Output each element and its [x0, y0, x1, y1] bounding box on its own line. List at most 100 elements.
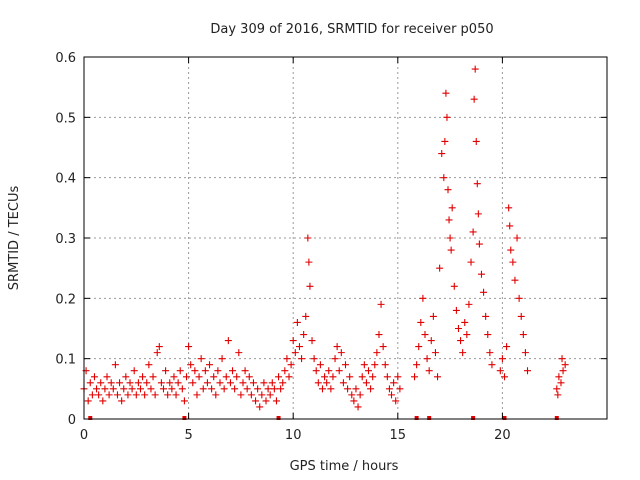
- baseline-marker: [88, 416, 93, 420]
- data-point: [561, 361, 569, 369]
- data-point: [385, 385, 393, 393]
- data-point: [266, 391, 274, 399]
- data-point: [187, 361, 195, 369]
- data-point: [473, 180, 481, 188]
- data-point: [218, 355, 226, 363]
- data-point: [107, 379, 115, 387]
- data-point: [517, 312, 525, 320]
- data-point: [226, 379, 234, 387]
- data-point: [93, 385, 101, 393]
- data-point: [300, 331, 308, 339]
- data-point: [484, 331, 492, 339]
- data-point: [554, 391, 562, 399]
- data-point: [310, 355, 318, 363]
- data-point: [356, 391, 364, 399]
- data-point: [272, 397, 280, 405]
- data-point: [421, 331, 429, 339]
- data-point: [95, 391, 103, 399]
- data-point: [423, 355, 431, 363]
- y-tick-label: 0.1: [55, 353, 76, 368]
- data-point: [438, 150, 446, 158]
- data-point: [443, 113, 451, 121]
- chart-title: Day 309 of 2016, SRMTID for receiver p05…: [210, 22, 493, 37]
- x-tick-label: 10: [285, 428, 302, 443]
- data-point: [318, 385, 326, 393]
- data-point: [445, 216, 453, 224]
- data-points: [80, 65, 569, 411]
- data-point: [444, 186, 452, 194]
- data-point: [298, 355, 306, 363]
- data-point: [441, 137, 449, 145]
- data-point: [348, 391, 356, 399]
- data-point: [365, 367, 373, 375]
- data-point: [130, 367, 138, 375]
- data-point: [289, 337, 297, 345]
- data-point: [465, 300, 473, 308]
- data-point: [231, 385, 239, 393]
- data-point: [166, 379, 174, 387]
- y-tick-label: 0: [68, 413, 76, 428]
- data-point: [153, 349, 161, 357]
- data-point: [314, 379, 322, 387]
- data-point: [279, 379, 287, 387]
- data-point: [321, 373, 329, 381]
- data-point: [339, 379, 347, 387]
- data-point: [189, 379, 197, 387]
- data-point: [132, 391, 140, 399]
- data-point: [90, 373, 98, 381]
- data-point: [454, 325, 462, 332]
- data-point: [97, 379, 105, 387]
- data-point: [392, 397, 400, 405]
- data-point: [498, 355, 506, 363]
- data-point: [509, 258, 517, 266]
- data-point: [256, 403, 264, 411]
- data-point: [375, 331, 383, 339]
- data-point: [264, 385, 272, 393]
- data-point: [524, 367, 532, 375]
- data-point: [210, 373, 218, 381]
- data-point: [329, 373, 337, 381]
- data-point: [268, 379, 276, 387]
- data-point: [327, 385, 335, 393]
- data-point: [237, 391, 245, 399]
- data-point: [557, 379, 565, 387]
- data-point: [185, 343, 193, 351]
- data-point: [157, 379, 165, 387]
- axis-ticks: 0 0.1 0.2 0.3 0.4 0.5 0.6 0 5 10 15 20: [55, 51, 607, 443]
- baseline-marker: [414, 416, 419, 420]
- data-point: [197, 355, 205, 363]
- data-point: [360, 361, 368, 369]
- data-point: [275, 373, 283, 381]
- data-point: [199, 385, 207, 393]
- data-point: [358, 373, 366, 381]
- data-point: [101, 385, 109, 393]
- data-point: [206, 361, 214, 369]
- data-point: [472, 137, 480, 145]
- data-point: [506, 222, 514, 230]
- data-point: [390, 379, 398, 387]
- data-point: [103, 373, 111, 381]
- baseline-marker: [554, 416, 559, 420]
- data-point: [346, 373, 354, 381]
- data-point: [434, 373, 442, 381]
- data-point: [235, 349, 243, 357]
- y-tick-label: 0.5: [55, 111, 76, 126]
- data-point: [229, 367, 237, 375]
- data-point: [164, 391, 172, 399]
- data-point: [379, 343, 387, 351]
- data-point: [515, 294, 523, 302]
- data-point: [281, 367, 289, 375]
- data-point: [262, 397, 270, 405]
- data-point: [191, 367, 199, 375]
- data-point: [136, 385, 144, 393]
- data-point: [344, 385, 352, 393]
- data-point: [212, 391, 220, 399]
- baseline-marker: [182, 416, 187, 420]
- data-point: [442, 89, 450, 97]
- data-point: [285, 373, 293, 381]
- data-point: [180, 397, 188, 405]
- data-point: [388, 391, 396, 399]
- data-point: [477, 270, 485, 278]
- data-point: [139, 373, 147, 381]
- data-point: [249, 379, 257, 387]
